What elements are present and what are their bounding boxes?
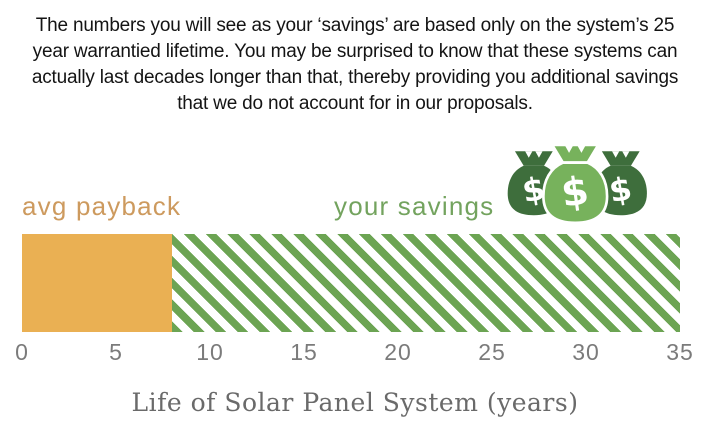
axis-tick-20: 20 [384, 339, 412, 365]
axis-tick-0: 0 [15, 339, 29, 365]
money-bags-icon: $ $ $ [507, 146, 647, 225]
bar-segment-savings [172, 234, 680, 332]
bar-segment-payback [22, 234, 173, 332]
axis-tick-25: 25 [478, 339, 506, 365]
axis-tick-15: 15 [290, 339, 318, 365]
axis-tick-30: 30 [572, 339, 600, 365]
legend-avg-payback: avg payback [22, 191, 182, 221]
lifetime-bar [22, 234, 680, 332]
axis-tick-10: 10 [196, 339, 224, 365]
money-bag-center: $ [542, 146, 609, 225]
x-axis: 0 5 10 15 20 25 30 35 [15, 339, 693, 365]
legend-your-savings: your savings [334, 191, 495, 221]
dollar-sign-icon: $ [559, 168, 592, 216]
intro-paragraph: The numbers you will see as your ‘saving… [31, 15, 679, 115]
axis-tick-5: 5 [109, 339, 123, 365]
axis-tick-35: 35 [666, 339, 694, 365]
x-axis-title: Life of Solar Panel System (years) [131, 388, 579, 417]
